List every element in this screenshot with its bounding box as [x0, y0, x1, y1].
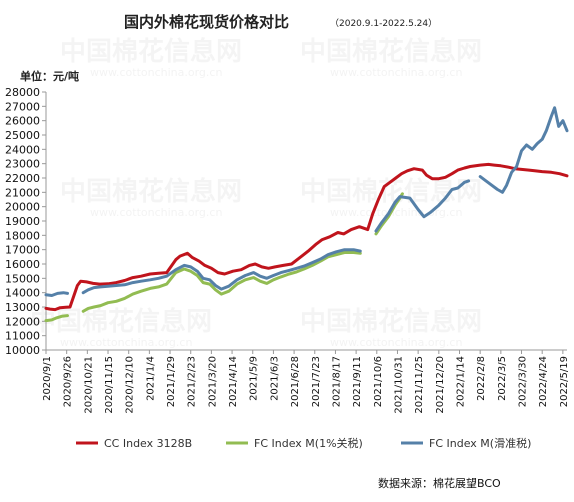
- watermark-url: www.cottonchina.org.cn: [60, 336, 192, 349]
- x-tick-label: 2021/1/4: [145, 356, 156, 401]
- x-tick-label: 2021/6/3: [269, 356, 280, 401]
- y-tick-label: 12000: [5, 315, 40, 328]
- legend-label: FC Index M(滑准税): [429, 436, 531, 450]
- y-tick-label: 23000: [5, 158, 40, 171]
- y-tick-label: 28000: [5, 86, 40, 99]
- x-tick-label: 2021/4/14: [228, 356, 239, 407]
- chart-subtitle: （2020.9.1-2022.5.24）: [330, 18, 437, 29]
- watermark-url: www.cottonchina.org.cn: [90, 206, 222, 219]
- x-tick-label: 2021/1/29: [166, 356, 177, 407]
- y-tick-label: 16000: [5, 258, 40, 271]
- y-tick-label: 24000: [5, 143, 40, 156]
- series-layer: [44, 106, 569, 323]
- y-tick-label: 25000: [5, 129, 40, 142]
- y-tick-label: 15000: [5, 272, 40, 285]
- y-tick-label: 14000: [5, 287, 40, 300]
- y-tick-label: 10000: [5, 344, 40, 357]
- series-line-3: [81, 248, 362, 295]
- watermark-layer: 中国棉花信息网www.cottonchina.org.cn中国棉花信息网www.…: [30, 36, 482, 349]
- x-tick-label: 2021/9/11: [352, 356, 363, 407]
- watermark-text: 中国棉花信息网: [300, 306, 482, 337]
- x-tick-label: 2021/6/28: [290, 356, 301, 407]
- y-tick-label: 20000: [5, 201, 40, 214]
- watermark-url: www.cottonchina.org.cn: [330, 206, 462, 219]
- x-tick-label: 2021/3/20: [207, 356, 218, 407]
- x-tick-label: 2022/2/8: [476, 356, 487, 401]
- x-tick-label: 2020/11/15: [104, 356, 115, 414]
- y-axis-unit-label: 单位：元/吨: [20, 69, 79, 83]
- x-tick-label: 2021/10/31: [393, 356, 404, 414]
- watermark-text: 中国棉花信息网: [30, 306, 212, 337]
- y-tick-label: 13000: [5, 301, 40, 314]
- watermark-url: www.cottonchina.org.cn: [90, 66, 222, 79]
- series-line-1: [44, 162, 569, 312]
- watermark-url: www.cottonchina.org.cn: [330, 336, 462, 349]
- series-line-3: [478, 106, 569, 194]
- legend-label: CC Index 3128B: [104, 437, 192, 450]
- x-tick-label: 2020/12/10: [125, 356, 136, 414]
- series-line-3: [44, 291, 69, 297]
- y-tick-label: 19000: [5, 215, 40, 228]
- x-tick-label: 2022/5/19: [559, 356, 570, 407]
- x-tick-label: 2021/5/9: [249, 356, 260, 401]
- series-line-2: [44, 314, 69, 323]
- x-tick-label: 2021/8/17: [331, 356, 342, 407]
- y-tick-label: 26000: [5, 115, 40, 128]
- data-source-label: 数据来源：棉花展望BCO: [378, 476, 501, 490]
- x-tick-label: 2021/11/25: [414, 356, 425, 414]
- x-tick-label: 2021/7/23: [311, 356, 322, 407]
- x-tick-label: 2022/4/24: [538, 356, 549, 407]
- x-tick-label: 2020/9/1: [42, 356, 53, 401]
- y-tick-label: 27000: [5, 100, 40, 113]
- series-line-3: [374, 179, 471, 233]
- y-tick-label: 17000: [5, 244, 40, 257]
- x-tick-label: 2020/9/26: [63, 356, 74, 407]
- x-tick-label: 2021/10/6: [373, 356, 384, 407]
- chart-title: 国内外棉花现货价格对比: [124, 13, 289, 31]
- x-tick-label: 2020/10/21: [83, 356, 94, 414]
- series-line-2: [81, 251, 362, 313]
- x-tick-label: 2022/3/5: [497, 356, 508, 401]
- watermark-text: 中国棉花信息网: [60, 176, 242, 207]
- y-tick-label: 22000: [5, 172, 40, 185]
- x-tick-label: 2021/12/20: [435, 356, 446, 414]
- x-tick-label: 2022/1/14: [455, 356, 466, 407]
- x-axis: 2020/9/1 2020/9/26 2020/10/21 2020/11/15 202…: [42, 349, 570, 414]
- y-tick-label: 11000: [5, 330, 40, 343]
- x-tick-label: 2022/3/30: [518, 356, 529, 407]
- y-tick-label: 21000: [5, 186, 40, 199]
- y-tick-label: 18000: [5, 229, 40, 242]
- legend-label: FC Index M(1%关税): [254, 436, 363, 450]
- watermark-text: 中国棉花信息网: [60, 36, 242, 67]
- x-tick-label: 2021/2/23: [187, 356, 198, 407]
- legend: CC Index 3128B FC Index M(1%关税) FC Index M…: [76, 436, 531, 450]
- watermark-url: www.cottonchina.org.cn: [330, 66, 462, 79]
- watermark-text: 中国棉花信息网: [300, 36, 482, 67]
